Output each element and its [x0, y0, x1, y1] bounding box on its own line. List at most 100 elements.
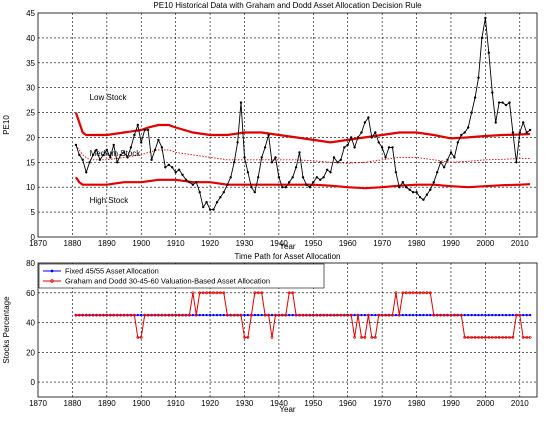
gd-allocation-point [480, 335, 484, 339]
gd-allocation-point [322, 313, 325, 317]
fixed-allocation-point [243, 313, 246, 317]
y-tick-label: 60 [26, 289, 35, 298]
pe10-point [284, 186, 287, 189]
gd-allocation-point [525, 335, 529, 339]
pe10-point [398, 186, 401, 189]
gd-allocation-point [425, 291, 429, 295]
gd-allocation-point [270, 335, 274, 339]
pe10-point [432, 181, 435, 184]
gd-allocation-point [377, 313, 380, 317]
x-axis-label: Year [279, 242, 296, 251]
pe10-point [425, 193, 429, 196]
fixed-allocation-point [484, 313, 487, 317]
pe10-point [367, 116, 370, 119]
pe10-point [246, 171, 250, 174]
gd-allocation-point [511, 335, 515, 339]
pe10-point [85, 171, 88, 174]
gd-allocation-point [305, 313, 308, 317]
gd-allocation-point [181, 313, 184, 317]
plot-frame [37, 262, 538, 398]
gd-allocation-point [473, 335, 477, 339]
gd-allocation-point [243, 335, 246, 339]
pe10-point [308, 186, 312, 189]
legend-fixed-label: Fixed 45/55 Asset Allocation [65, 267, 159, 276]
chart-title: Time Path for Asset Allocation [235, 252, 341, 261]
gd-allocation-point [332, 313, 336, 317]
pe10-point [356, 136, 360, 139]
gd-allocation-point [281, 313, 284, 317]
x-tick-label: 1970 [373, 399, 391, 408]
gd-allocation-point [294, 313, 298, 317]
legend-gd-label: Graham and Dodd 30-45-60 Valuation-Based… [65, 277, 270, 286]
pe10-point [253, 191, 256, 194]
pe10-point [140, 141, 143, 144]
gd-allocation-point [339, 313, 342, 317]
x-tick-label: 1930 [236, 399, 254, 408]
pe10-point [181, 173, 184, 176]
fixed-allocation-point [257, 313, 260, 317]
gd-allocation-point [205, 291, 209, 295]
legend-box [38, 263, 325, 289]
x-tick-label: 1930 [236, 239, 254, 248]
pe10-point [511, 131, 515, 134]
pe10-point [91, 153, 95, 157]
pe10-point [343, 146, 346, 149]
pe10-point [233, 161, 236, 164]
gd-allocation-point [291, 291, 295, 295]
x-axis-label: Year [279, 405, 296, 414]
y-tick-label: 0 [31, 233, 36, 242]
gd-allocation-point [446, 313, 449, 317]
gd-allocation-point [171, 313, 174, 317]
pe10-point [195, 181, 198, 184]
x-tick-label: 2010 [511, 239, 529, 248]
gd-allocation-point [188, 313, 191, 317]
gd-allocation-point [370, 335, 374, 339]
gd-allocation-point [508, 335, 511, 339]
x-tick-label: 1950 [304, 399, 322, 408]
pe10-point [353, 146, 356, 149]
fixed-allocation-point [525, 313, 528, 317]
fixed-allocation-point [215, 313, 219, 317]
y-tick-label: 0 [31, 378, 36, 387]
y-tick-label: 35 [26, 59, 35, 68]
pe10-point [387, 146, 391, 149]
pe10-point [274, 156, 277, 159]
pe10-point [467, 126, 470, 129]
gd-allocation-point [453, 313, 456, 317]
pe10-point [360, 131, 363, 134]
x-tick-label: 1980 [408, 399, 426, 408]
x-tick-label: 1970 [373, 239, 391, 248]
pe10-point [370, 136, 373, 139]
gd-allocation-point [436, 313, 439, 317]
gd-allocation-point [274, 313, 277, 317]
fixed-allocation-point [270, 313, 274, 317]
pe10-point [109, 156, 112, 159]
pe10-point [384, 156, 387, 159]
pe10-point [504, 103, 508, 107]
x-tick-label: 1960 [339, 239, 357, 248]
pe10-point [336, 161, 339, 164]
pe10-point [418, 196, 422, 199]
pe10-point [463, 131, 466, 134]
pe10-point [153, 148, 157, 152]
fixed-allocation-point [401, 313, 404, 317]
pe10-point [157, 138, 160, 142]
gd-allocation-point [109, 313, 112, 317]
pe10-point [263, 146, 267, 149]
x-tick-label: 1920 [201, 239, 219, 248]
pe10-point [239, 101, 243, 104]
pe10-point [339, 158, 342, 161]
medium-stock-line [75, 144, 531, 164]
pe10-point [411, 191, 415, 194]
gd-allocation-point [411, 291, 415, 295]
fixed-allocation-point [374, 313, 377, 317]
pe10-point [81, 158, 84, 161]
fixed-allocation-point [212, 313, 215, 317]
pe10-point [322, 176, 325, 179]
pe10-point [260, 156, 263, 159]
gd-allocation-point [466, 335, 470, 339]
gd-allocation-point [308, 313, 312, 317]
gd-allocation-point [177, 313, 181, 317]
fixed-allocation-point [528, 313, 532, 317]
fixed-allocation-point [208, 313, 212, 317]
